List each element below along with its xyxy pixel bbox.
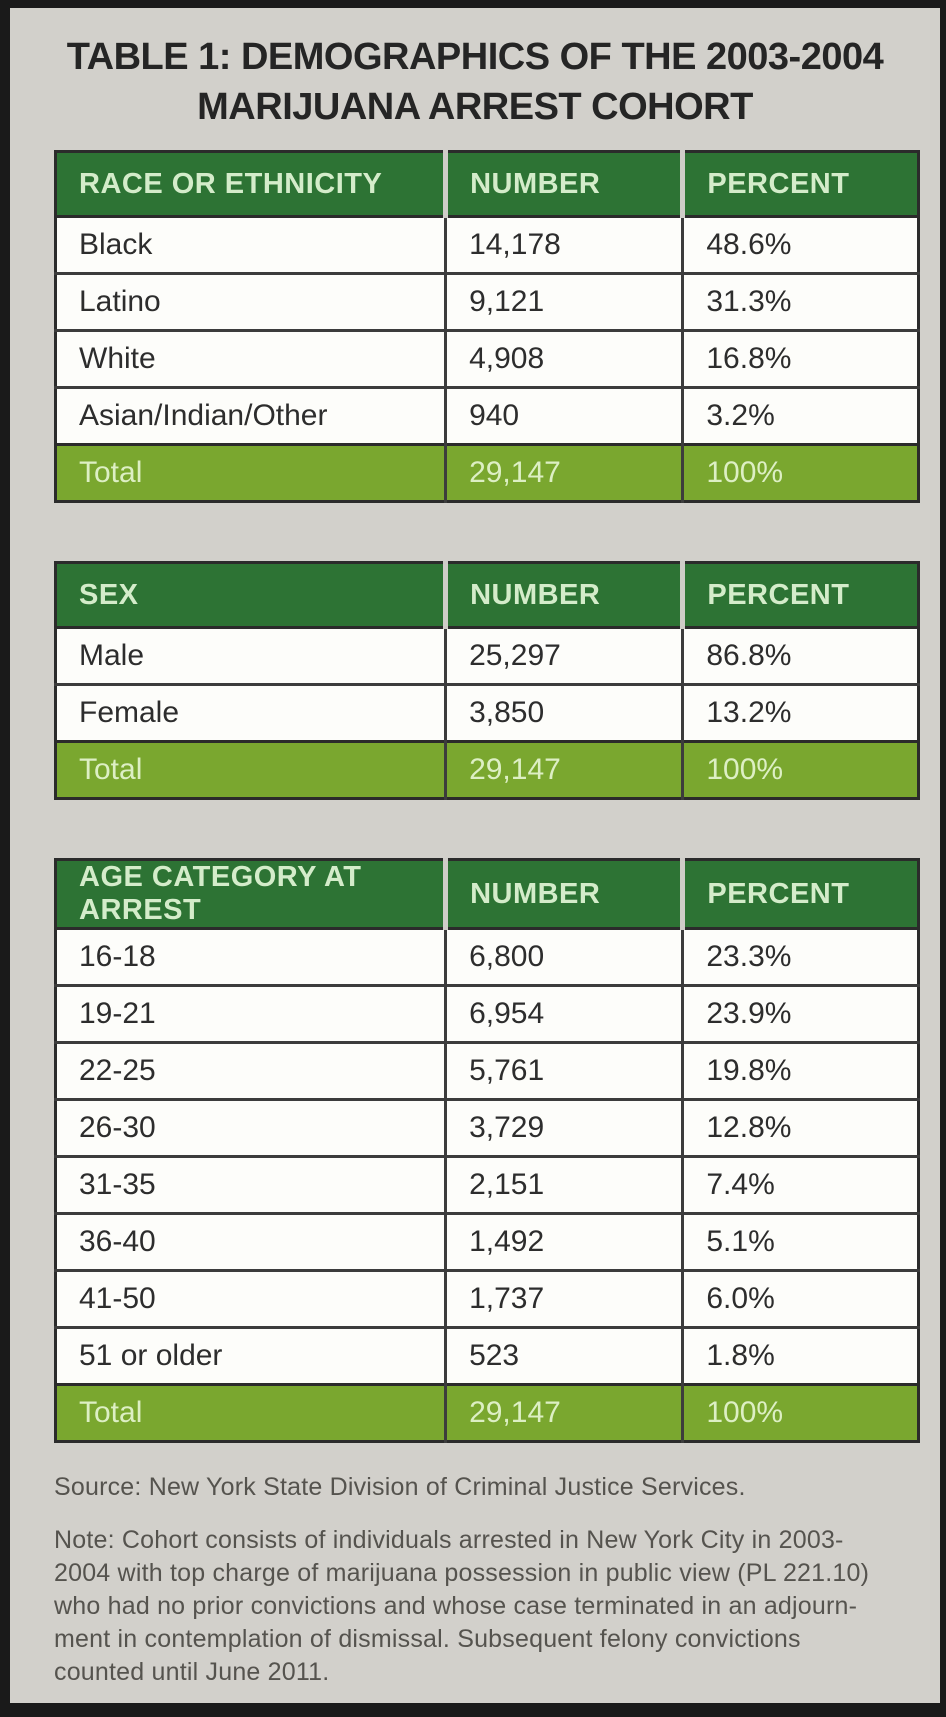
cell-total-percent: 100% xyxy=(681,740,919,799)
note-line: counted until June 2011. xyxy=(54,1658,330,1686)
table-row: Female 3,850 13.2% xyxy=(55,683,919,742)
table-row: Male 25,297 86.8% xyxy=(56,627,919,685)
cell-total-percent: 100% xyxy=(681,1383,919,1442)
cell-percent: 1.8% xyxy=(681,1326,919,1385)
cell-number: 6,954 xyxy=(444,984,683,1043)
cell-category: Male xyxy=(79,639,145,672)
cell-total-label: Total xyxy=(55,443,446,502)
cell-total-number: 29,147 xyxy=(444,740,683,799)
cell-category: 22-25 xyxy=(55,1041,446,1100)
col-header-percent: PERCENT xyxy=(680,859,919,930)
note-line: Note: Cohort consists of individuals arr… xyxy=(54,1526,844,1554)
header-row: RACE OR ETHNICITY NUMBER PERCENT xyxy=(55,151,919,218)
cell-number: 1,492 xyxy=(444,1212,683,1271)
cell-category: 16-18 xyxy=(79,940,156,973)
table-row: Asian/Indian/Other 940 3.2% xyxy=(55,386,919,445)
cell-percent: 3.2% xyxy=(681,386,919,445)
table-row: Latino 9,121 31.3% xyxy=(55,272,919,331)
table-row: 22-25 5,761 19.8% xyxy=(55,1041,919,1100)
cell-percent: 12.8% xyxy=(681,1098,919,1157)
cell-number: 25,297 xyxy=(444,627,683,685)
cell-total-percent: 100% xyxy=(681,443,919,502)
cell-number: 14,178 xyxy=(444,216,683,274)
cell-percent: 6.0% xyxy=(681,1269,919,1328)
cell-number: 6,800 xyxy=(444,928,683,986)
note-block: Note: Cohort consists of individuals arr… xyxy=(54,1524,920,1689)
cell-category: 19-21 xyxy=(55,984,446,1043)
col-header-number: NUMBER xyxy=(443,151,683,218)
cell-percent: 19.8% xyxy=(681,1041,919,1100)
cell-percent: 13.2% xyxy=(681,683,919,742)
col-header-sex: SEX xyxy=(55,562,446,629)
cell-percent: 23.3% xyxy=(681,928,919,986)
cell-percent: 16.8% xyxy=(681,329,919,388)
cell-percent: 23.9% xyxy=(681,984,919,1043)
cell-category: 36-40 xyxy=(55,1212,446,1271)
cell-total-label: Total xyxy=(55,1383,446,1442)
table-row: 31-35 2,151 7.4% xyxy=(55,1155,919,1214)
table-row: 41-50 1,737 6.0% xyxy=(55,1269,919,1328)
table-row: 16-18 6,800 23.3% xyxy=(56,928,919,986)
cell-number: 3,729 xyxy=(444,1098,683,1157)
header-row: AGE CATEGORY AT ARREST NUMBER PERCENT xyxy=(55,859,919,930)
cell-number: 2,151 xyxy=(444,1155,683,1214)
note-line: 2004 with top charge of marijuana posses… xyxy=(54,1559,870,1587)
col-header-age-category: AGE CATEGORY AT ARREST xyxy=(55,859,446,930)
table-row: 51 or older 523 1.8% xyxy=(55,1326,919,1385)
sex-table: SEX NUMBER PERCENT Male 25,297 86.8% Fem… xyxy=(54,561,920,800)
table-row: 36-40 1,492 5.1% xyxy=(55,1212,919,1271)
cell-category: White xyxy=(55,329,446,388)
cell-number: 3,850 xyxy=(444,683,683,742)
cell-category: Asian/Indian/Other xyxy=(55,386,446,445)
cell-percent: 5.1% xyxy=(681,1212,919,1271)
cell-number: 5,761 xyxy=(444,1041,683,1100)
cell-category: 26-30 xyxy=(55,1098,446,1157)
cell-category: Female xyxy=(55,683,446,742)
cell-number: 4,908 xyxy=(444,329,683,388)
race-ethnicity-table: RACE OR ETHNICITY NUMBER PERCENT Black 1… xyxy=(54,150,920,503)
cell-number: 940 xyxy=(444,386,683,445)
col-header-number: NUMBER xyxy=(443,562,683,629)
col-header-number: NUMBER xyxy=(443,859,683,930)
total-row: Total 29,147 100% xyxy=(55,740,919,799)
title-line-2: MARIJUANA ARREST COHORT xyxy=(197,86,753,128)
cell-total-label: Total xyxy=(55,740,446,799)
cell-number: 523 xyxy=(444,1326,683,1385)
cell-category: 51 or older xyxy=(55,1326,446,1385)
cell-category: 41-50 xyxy=(55,1269,446,1328)
cell-category: Black xyxy=(79,228,153,261)
cell-total-number: 29,147 xyxy=(444,443,683,502)
total-row: Total 29,147 100% xyxy=(55,443,919,502)
total-row: Total 29,147 100% xyxy=(55,1383,919,1442)
cell-percent: 31.3% xyxy=(681,272,919,331)
cell-category: 31-35 xyxy=(55,1155,446,1214)
title-line-1: TABLE 1: DEMOGRAPHICS OF THE 2003-2004 xyxy=(66,36,884,78)
col-header-race-or-ethnicity: RACE OR ETHNICITY xyxy=(55,151,446,218)
cell-number: 1,737 xyxy=(444,1269,683,1328)
cell-percent: 86.8% xyxy=(681,627,919,685)
source-line: Source: New York State Division of Crimi… xyxy=(54,1473,746,1501)
cell-percent: 48.6% xyxy=(681,216,919,274)
cell-percent: 7.4% xyxy=(681,1155,919,1214)
cell-number: 9,121 xyxy=(444,272,683,331)
table-row: White 4,908 16.8% xyxy=(55,329,919,388)
col-header-percent: PERCENT xyxy=(680,562,919,629)
table-row: 19-21 6,954 23.9% xyxy=(55,984,919,1043)
table-row: Black 14,178 48.6% xyxy=(56,216,919,274)
age-category-table: AGE CATEGORY AT ARREST NUMBER PERCENT 16… xyxy=(54,858,920,1443)
table-title: TABLE 1: DEMOGRAPHICS OF THE 2003-2004 M… xyxy=(10,32,940,132)
cell-category: Latino xyxy=(55,272,446,331)
table-row: 26-30 3,729 12.8% xyxy=(55,1098,919,1157)
cell-total-number: 29,147 xyxy=(444,1383,683,1442)
header-row: SEX NUMBER PERCENT xyxy=(55,562,919,629)
note-line: ment in contemplation of dismissal. Subs… xyxy=(54,1625,801,1653)
col-header-percent: PERCENT xyxy=(680,151,919,218)
note-line: who had no prior convictions and whose c… xyxy=(54,1592,858,1620)
